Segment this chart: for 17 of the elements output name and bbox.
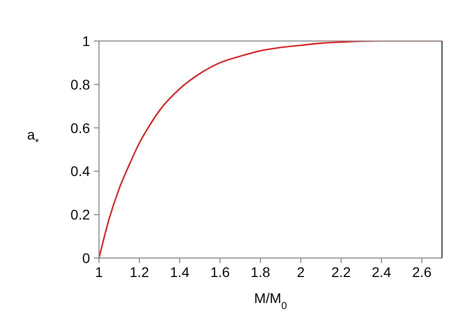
x-tick-label: 1.8 — [250, 264, 270, 280]
y-tick-label: 0.2 — [70, 206, 90, 223]
x-tick-label: 1.4 — [170, 264, 190, 280]
x-tick-label: 2 — [296, 264, 305, 280]
y-tick-label: 1 — [82, 32, 90, 49]
y-axis-title: a$_{*}$ — [27, 126, 39, 148]
x-tick-label: 1.6 — [210, 264, 230, 280]
x-tick-label: 1.2 — [130, 264, 150, 280]
x-tick-label: 1 — [95, 264, 104, 280]
y-tick-label: 0.8 — [70, 76, 90, 92]
y-tick-label: 0 — [82, 250, 90, 266]
y-tick-label: 0.4 — [70, 163, 90, 180]
y-tick-label: 0.6 — [70, 120, 90, 136]
x-axis-title: M/M$_{0}$ — [254, 290, 288, 312]
x-tick-label: 2.2 — [331, 264, 352, 280]
x-tick-label: 2.6 — [412, 264, 432, 280]
x-tick-label: 2.4 — [372, 264, 392, 280]
